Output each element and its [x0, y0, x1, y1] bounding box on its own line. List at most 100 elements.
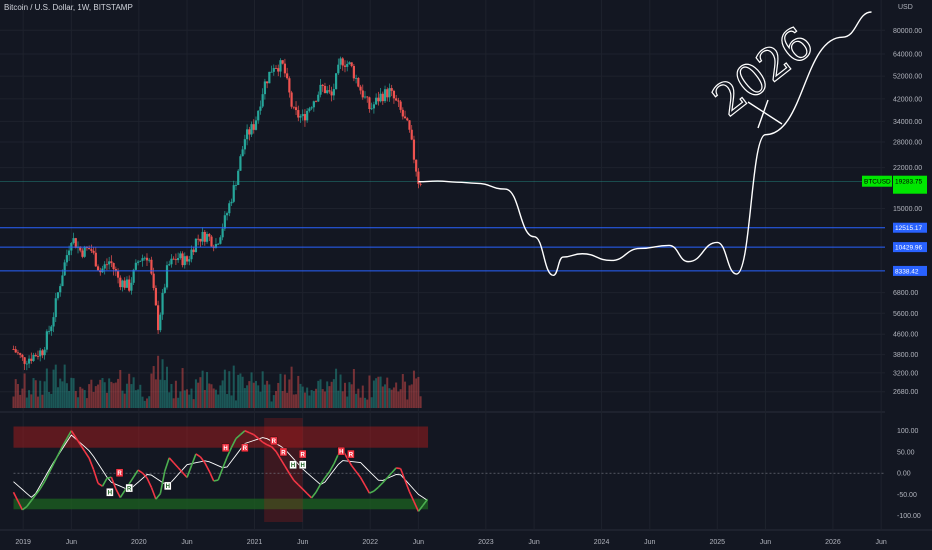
candle-body — [105, 264, 109, 266]
volume-bar — [50, 393, 53, 408]
volume-bar — [254, 380, 257, 408]
fast-line-segment — [417, 505, 424, 512]
fast-line-segment — [12, 491, 19, 502]
volume-bar — [63, 364, 66, 408]
symbol-badge — [862, 175, 892, 187]
candle-body — [12, 349, 15, 350]
candle-body — [192, 249, 195, 253]
volume-bar — [99, 379, 102, 408]
volume-bar — [388, 388, 391, 408]
time-tick-label: Jun — [760, 539, 771, 546]
candle-body — [252, 124, 255, 130]
volume-bar — [39, 380, 42, 408]
candle-body — [355, 77, 358, 79]
volume-bar — [384, 384, 387, 408]
signal-badge — [164, 481, 172, 491]
candle-body — [337, 64, 340, 74]
fast-line-segment — [190, 453, 197, 466]
volume-bar — [94, 386, 97, 408]
volume-bar — [323, 391, 326, 408]
candle-body — [47, 330, 51, 332]
fast-line-segment — [382, 477, 388, 484]
volume-bar — [168, 392, 171, 408]
annotation-cross — [747, 99, 783, 129]
candle-body — [59, 286, 62, 293]
osc-tick-label: -100.00 — [897, 513, 921, 520]
volume-bar — [230, 395, 233, 408]
candle-body — [383, 89, 387, 102]
fast-line-segment — [369, 490, 375, 494]
candle-body — [250, 124, 253, 135]
volume-bar — [30, 394, 33, 408]
candle-body — [254, 120, 258, 130]
candle-body — [294, 107, 298, 111]
candle-body — [297, 110, 300, 118]
candle-body — [145, 257, 149, 261]
fast-line-segment — [181, 471, 188, 478]
level-badge — [893, 242, 927, 253]
volume-bar — [250, 372, 253, 408]
volume-bar — [261, 371, 264, 408]
candle-body — [225, 213, 229, 216]
candle-body — [248, 129, 251, 135]
fast-line-segment — [306, 492, 313, 499]
candle-body — [290, 92, 293, 107]
candle-body — [397, 100, 400, 102]
volume-bar — [132, 377, 135, 408]
volume-bar — [337, 390, 340, 408]
candle-body — [112, 263, 115, 270]
candle-body — [323, 85, 327, 94]
candle-body — [266, 81, 269, 84]
candle-body — [43, 349, 46, 356]
signal-badge — [270, 436, 278, 446]
signal-label: R — [127, 486, 132, 492]
candle-body — [32, 354, 35, 361]
candle-body — [330, 91, 333, 96]
fast-line-segment — [266, 444, 272, 448]
fast-line-segment — [79, 444, 86, 452]
candle-body — [148, 259, 151, 261]
candle-body — [136, 261, 140, 263]
volume-bar — [77, 397, 80, 408]
volume-bar — [70, 377, 73, 408]
price-tick-label: 64000.00 — [893, 52, 922, 59]
candle-body — [328, 90, 331, 92]
candle-body — [92, 250, 95, 253]
candle-body — [399, 101, 402, 110]
fast-line-segment — [110, 476, 117, 490]
volume-bar — [183, 390, 186, 408]
last-price-label: 19283.75 — [895, 179, 922, 186]
candle-body — [179, 253, 182, 258]
volume-bar — [79, 386, 82, 408]
volume-bar — [150, 373, 153, 408]
candle-body — [232, 185, 235, 202]
fast-line-segment — [21, 505, 28, 511]
fast-line-segment — [235, 434, 241, 440]
price-axis[interactable]: 80000.00 64000.00 52000.00 42000.00 34000.00… — [893, 28, 922, 520]
volume-bar — [52, 369, 55, 408]
volume-bar — [212, 388, 215, 408]
volume-bar — [339, 374, 342, 408]
candle-body — [401, 109, 404, 117]
time-tick-label: Jun — [644, 539, 655, 546]
candle-body — [375, 97, 378, 105]
volume-bar — [137, 389, 140, 408]
fast-line-segment — [106, 476, 112, 480]
time-tick-label: 2019 — [15, 539, 31, 546]
fast-line-segment — [248, 431, 255, 436]
candle-body — [219, 237, 222, 244]
candle-body — [419, 183, 422, 185]
volume-bar — [288, 379, 291, 408]
time-axis[interactable]: 2019 Jun 2020 Jun 2021 Jun 2022 Jun 2023 Jun 2024 J… — [15, 539, 887, 546]
signal-label: H — [339, 449, 343, 455]
volume-bar — [299, 383, 302, 408]
fast-line-segment — [310, 491, 317, 499]
candle-body — [141, 258, 144, 261]
volume-bar — [343, 382, 346, 408]
candle-body — [274, 68, 278, 69]
fast-line-segment — [217, 468, 224, 481]
chart-title: Bitcoin / U.S. Dollar, 1W, BITSTAMP — [4, 3, 133, 12]
volume-bar — [203, 390, 206, 408]
volume-bar — [90, 379, 93, 408]
volume-bar — [243, 388, 246, 408]
